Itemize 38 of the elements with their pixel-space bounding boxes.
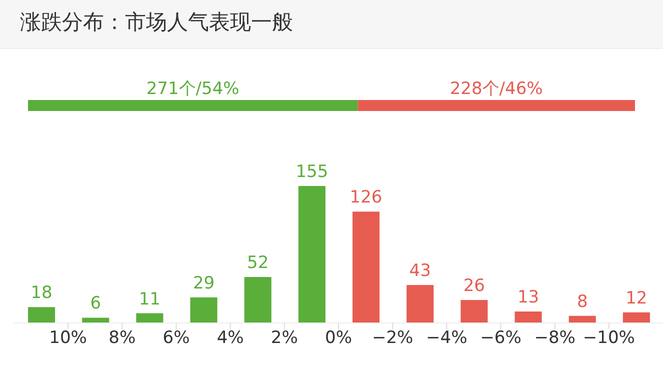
- x-tick-label: 6%: [162, 328, 190, 348]
- x-tick-label: 2%: [270, 328, 298, 348]
- bar: [28, 307, 56, 323]
- data-label: 11: [138, 289, 161, 310]
- bar: [622, 312, 650, 323]
- data-label: 18: [30, 283, 52, 304]
- data-label: 155: [296, 162, 328, 182]
- x-tick-label: 10%: [49, 328, 87, 348]
- bar: [190, 297, 218, 323]
- data-label: 52: [247, 253, 269, 274]
- x-tick-label: 4%: [216, 328, 244, 348]
- data-label: 8: [576, 292, 588, 312]
- chart-title: 涨跌分布：市场人气表现一般: [0, 0, 663, 49]
- bar: [568, 316, 596, 323]
- bar: [406, 284, 434, 323]
- x-tick-label: −6%: [480, 328, 522, 348]
- data-label: 6: [90, 294, 102, 314]
- bar: [298, 186, 326, 323]
- bar: [352, 212, 380, 323]
- bar: [82, 318, 110, 323]
- bar: [136, 313, 164, 323]
- data-label: 228个/46%: [450, 79, 543, 99]
- bar: [514, 312, 542, 323]
- data-label: 12: [626, 288, 648, 308]
- x-tick-label: 0%: [325, 328, 352, 348]
- x-tick-label: −10%: [582, 328, 635, 348]
- x-tick-label: −4%: [426, 328, 468, 348]
- data-label: 29: [192, 273, 215, 294]
- x-tick-label: −8%: [534, 328, 576, 348]
- x-tick-label: −2%: [372, 328, 414, 348]
- x-tick-label: 8%: [108, 328, 136, 348]
- data-label: 13: [517, 288, 540, 308]
- data-label: 271个/54%: [146, 79, 240, 99]
- bar: [244, 277, 272, 323]
- bar: [460, 300, 488, 323]
- data-label: 26: [463, 276, 486, 296]
- data-label: 126: [350, 188, 382, 208]
- data-label: 43: [409, 260, 431, 281]
